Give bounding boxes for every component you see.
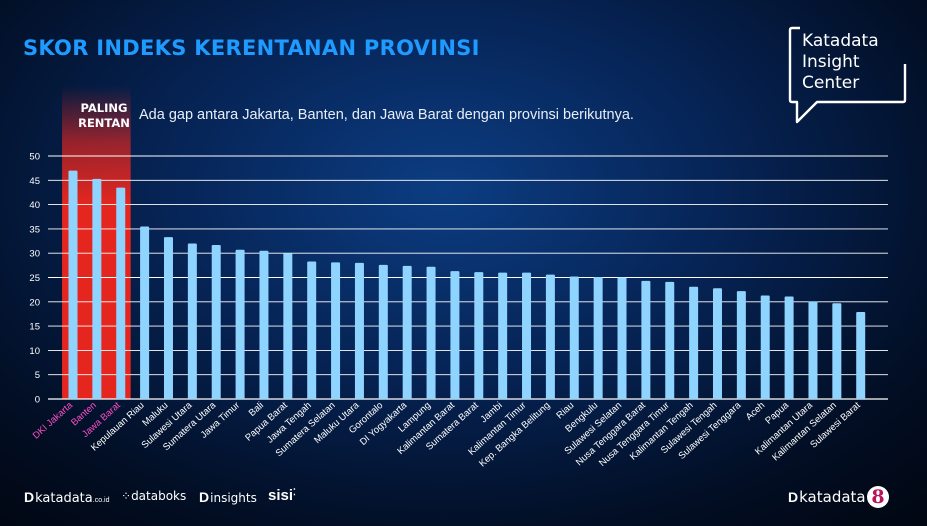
sisi-dots-icon: ⁚ xyxy=(293,487,296,497)
bar xyxy=(689,286,699,399)
bar xyxy=(307,261,317,399)
chart-title: SKOR INDEKS KERENTANAN PROVINSI xyxy=(23,36,480,60)
bar xyxy=(354,262,364,399)
y-tick-label: 45 xyxy=(29,176,40,187)
bar xyxy=(617,277,627,399)
bar xyxy=(712,288,722,399)
bar xyxy=(498,272,508,399)
chart-subtitle: Ada gap antara Jakarta, Banten, dan Jawa… xyxy=(139,107,634,123)
bar xyxy=(259,250,269,399)
bar xyxy=(163,237,173,399)
bar xyxy=(522,272,532,399)
bar xyxy=(426,266,436,399)
footer-katadata-right-text: katadata xyxy=(799,488,866,506)
footer-katadata-right-logo: Dkatadata xyxy=(788,488,866,506)
katadata-d-icon: D xyxy=(24,489,35,505)
bar xyxy=(402,265,412,399)
footer-katadata-suffix: .co.id xyxy=(92,497,110,504)
bar xyxy=(808,301,818,399)
y-tick-label: 0 xyxy=(35,395,40,406)
y-tick-label: 35 xyxy=(29,224,40,235)
bar xyxy=(211,244,221,399)
x-tick-label: Bali xyxy=(247,400,266,419)
y-tick-label: 10 xyxy=(29,346,40,357)
bar xyxy=(68,170,78,399)
y-tick-label: 5 xyxy=(35,370,40,381)
footer-databoks-text: databoks xyxy=(131,489,187,503)
bar xyxy=(569,276,579,399)
footer-sisi-text: sisi xyxy=(268,487,294,504)
katadata-insight-center-logo: Katadata Insight Center xyxy=(787,26,907,128)
logo-text: Katadata Insight Center xyxy=(802,31,892,94)
y-tick-label: 15 xyxy=(29,322,40,333)
bar xyxy=(474,272,484,399)
bar xyxy=(760,295,770,399)
bar xyxy=(331,262,341,399)
logo-line-2: Insight xyxy=(802,52,860,72)
logo-line-3: Center xyxy=(802,73,860,93)
dinsights-d-icon: D xyxy=(199,489,210,505)
highlight-label-line-1: PALING xyxy=(81,101,128,115)
databoks-dots-icon: ⁘ xyxy=(121,489,132,503)
bar xyxy=(641,280,651,399)
bar xyxy=(784,296,794,399)
bar xyxy=(832,303,842,399)
speech-bubble-icon xyxy=(788,26,907,124)
logo-line-1: Katadata xyxy=(802,31,879,51)
footer-sisi-logo: sisi⁚ xyxy=(268,487,296,504)
footer-dinsights-text: insights xyxy=(210,491,257,505)
bar xyxy=(116,187,126,399)
footer-dinsights-logo: Dinsights xyxy=(199,489,257,505)
footer-katadata-logo: Dkatadata.co.id xyxy=(24,489,109,506)
y-tick-label: 30 xyxy=(29,249,40,260)
bar xyxy=(856,312,866,399)
y-tick-label: 40 xyxy=(29,200,40,211)
y-tick-label: 50 xyxy=(29,152,40,163)
bar xyxy=(187,243,197,399)
bar xyxy=(92,178,102,399)
footer-databoks-logo: ⁘databoks xyxy=(121,489,186,503)
bar xyxy=(593,277,603,399)
bar xyxy=(545,274,555,399)
highlight-label-line-2: RENTAN xyxy=(78,116,130,130)
bar xyxy=(283,253,293,399)
bar xyxy=(665,281,675,399)
bar xyxy=(235,249,245,399)
footer-katadata-text: katadata xyxy=(35,491,93,506)
katadata-right-d-icon: D xyxy=(788,489,799,505)
y-tick-label: 25 xyxy=(29,273,40,284)
y-tick-label: 20 xyxy=(29,297,40,308)
bar xyxy=(378,264,388,399)
anniversary-8-icon: 8 xyxy=(867,486,889,508)
bar xyxy=(450,271,460,399)
bar xyxy=(140,226,150,399)
bar xyxy=(736,291,746,399)
